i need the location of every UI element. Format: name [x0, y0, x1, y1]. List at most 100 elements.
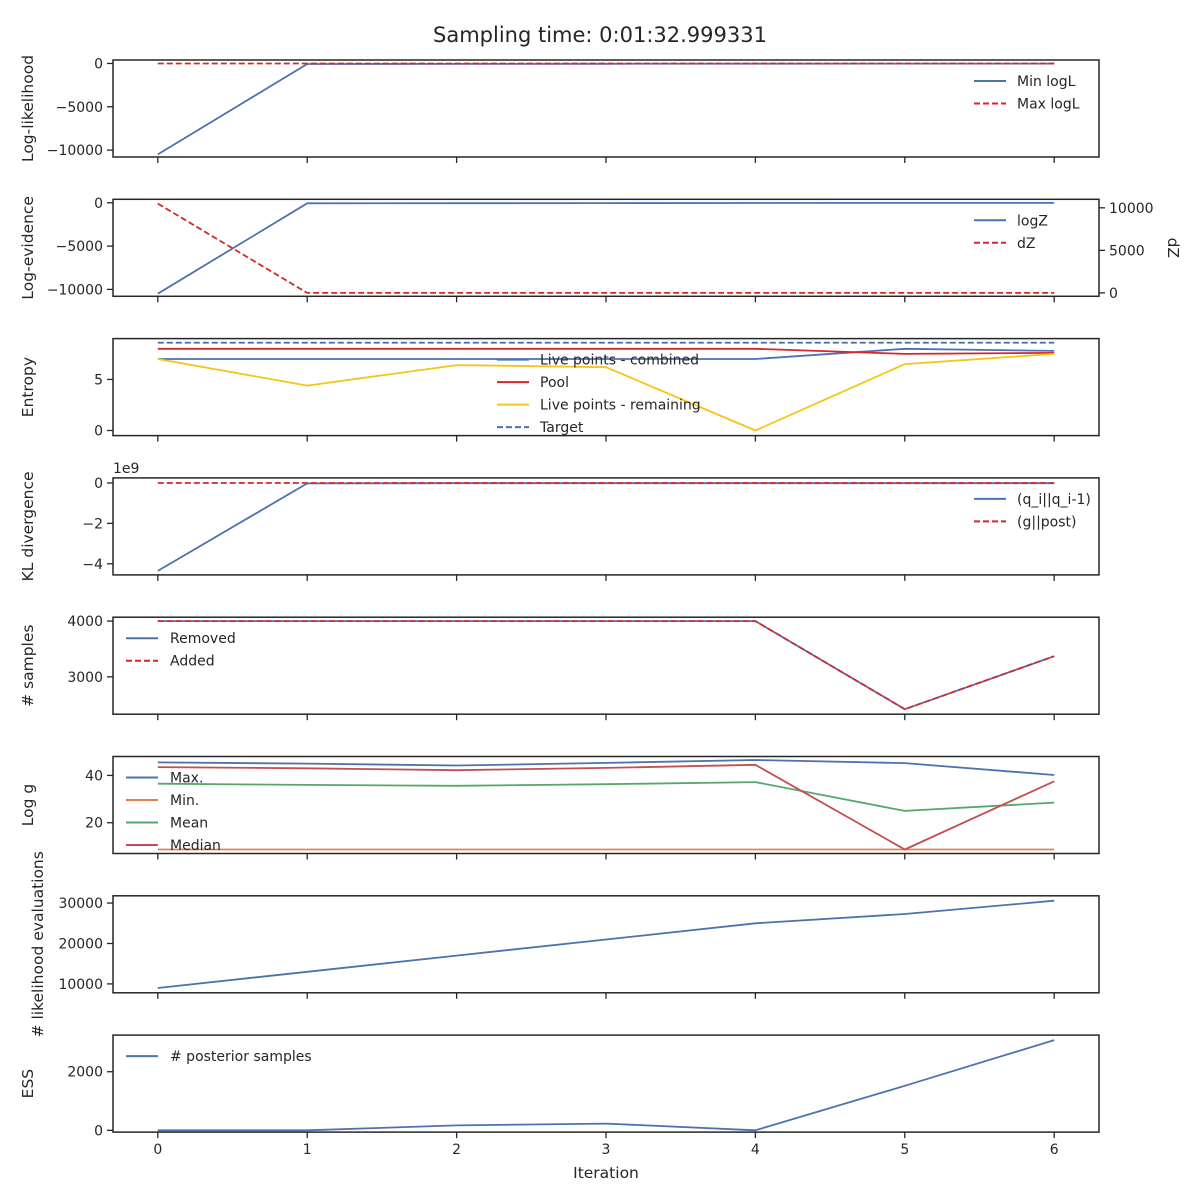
y-tick-label: −5000	[56, 239, 103, 255]
subplot-1: 0 −5000 −10000 Log-likelihood Min logL Max lo…	[19, 55, 1100, 163]
legend-label: Min logL	[1017, 74, 1076, 90]
legend-label: (g||post)	[1017, 514, 1076, 530]
y-tick-label: 0	[94, 423, 103, 439]
y-tick-label: −10000	[47, 143, 103, 159]
y-tick-label: 0	[94, 196, 103, 212]
series-group	[157, 482, 1055, 572]
series-line-4	[157, 763, 1055, 851]
subplot-2: 0 −5000 −10000 10000 5000 0 dZ Log-evidence logZ…	[19, 196, 1182, 303]
y-tick-label: 0	[94, 476, 103, 492]
subplot-4: 0 −2 −4 1e9 KL divergence (q_i||q_i-1) (g||pos…	[19, 461, 1100, 581]
subplot-7: 30000 20000 10000 # likelihood evaluations	[29, 851, 1100, 1037]
series-group	[157, 62, 1055, 156]
series-line-1	[157, 482, 1055, 572]
subplots: 0 −5000 −10000 Log-likelihood Min logL Max lo…	[19, 55, 1182, 1182]
series-group	[157, 201, 1055, 295]
y-axis-label: ESS	[19, 1069, 37, 1098]
x-tick-label: 2	[452, 1142, 461, 1158]
legend-label: # posterior samples	[170, 1049, 312, 1065]
axes-frame	[112, 616, 1100, 715]
series-line-1	[157, 1039, 1055, 1132]
subplot-6: 40 20 Log g Max. Min. Mean Median	[19, 755, 1100, 860]
y-tick-label: −5000	[56, 100, 103, 116]
axes-frame	[112, 59, 1100, 158]
subplot-5: 4000 3000 # samples Removed Added	[19, 614, 1100, 721]
series-group	[157, 899, 1055, 989]
legend: # posterior samples	[126, 1049, 312, 1065]
x-tick-label: 6	[1050, 1142, 1059, 1158]
y-tick-label: 20000	[58, 936, 103, 952]
legend-label: dZ	[1017, 236, 1035, 252]
y-axis-label-right: dZ	[1164, 238, 1182, 258]
x-tick-label: 4	[751, 1142, 760, 1158]
y-tick-label: −4	[82, 557, 103, 573]
y-tick-label: −10000	[47, 282, 103, 298]
series-line-1	[157, 201, 1055, 295]
series-line-2	[157, 620, 1055, 711]
legend: Removed Added	[126, 631, 236, 670]
legend: Live points - combined Pool Live points - …	[497, 353, 701, 436]
y-axis-label: KL divergence	[19, 471, 37, 581]
axes-frame	[112, 198, 1100, 298]
y-axis-label: Log-likelihood	[19, 55, 37, 162]
series-line-1	[157, 759, 1055, 776]
x-tick-label: 5	[900, 1142, 909, 1158]
y-axis-label: Log-evidence	[19, 196, 37, 300]
series-line-1	[157, 62, 1055, 156]
legend-label: Target	[539, 420, 584, 436]
y-tick-label: 20	[85, 816, 103, 832]
y-axis-label: Log g	[19, 784, 37, 826]
series-group	[157, 620, 1055, 711]
x-tick-label: 1	[303, 1142, 312, 1158]
axes-frame	[112, 477, 1100, 576]
y-axis-label: # samples	[19, 625, 37, 707]
series-line-3	[157, 353, 1055, 432]
legend-label: Live points - remaining	[540, 398, 701, 414]
legend-label: logZ	[1017, 213, 1048, 229]
legend-label: Max.	[170, 771, 203, 787]
y-tick-label: 5	[94, 372, 103, 388]
series-group	[157, 759, 1055, 851]
legend-label: Added	[170, 654, 215, 670]
y-tick-label: 40	[85, 768, 103, 784]
y-tick-label: 4000	[67, 614, 103, 630]
y-tick-label: −2	[82, 516, 103, 532]
y-tick-label: 30000	[58, 896, 103, 912]
series-line-2	[157, 202, 1055, 294]
legend: logZ dZ	[974, 213, 1048, 252]
legend-label: (q_i||q_i-1)	[1017, 492, 1091, 508]
legend-label: Mean	[170, 816, 208, 832]
y-tick-label: 10000	[58, 977, 103, 993]
y-tick-label-right: 5000	[1109, 243, 1145, 259]
legend-label: Min.	[170, 793, 199, 809]
y-axis-label: Entropy	[19, 357, 37, 417]
series-line-1	[157, 899, 1055, 989]
series-line-1	[157, 347, 1055, 360]
y-tick-label: 0	[94, 56, 103, 72]
y-tick-label: 0	[94, 1123, 103, 1139]
series-line-2	[157, 347, 1055, 355]
series-line-1	[157, 620, 1055, 711]
axis-offset-text: 1e9	[113, 461, 139, 477]
legend: Min logL Max logL	[974, 74, 1080, 113]
legend-label: Pool	[540, 375, 569, 391]
legend-label: Max logL	[1017, 97, 1080, 113]
series-group	[157, 341, 1055, 432]
series-line-3	[157, 781, 1055, 812]
figure-title: Sampling time: 0:01:32.999331	[433, 23, 767, 47]
subplot-8: 2000 0 ESS 0 1 2 3 4 5 6 Iteration # posterior samp…	[19, 1034, 1100, 1182]
x-tick-label: 0	[153, 1142, 162, 1158]
legend: (q_i||q_i-1) (g||post)	[974, 492, 1091, 530]
y-tick-label: 3000	[67, 670, 103, 686]
y-axis-label: # likelihood evaluations	[29, 851, 47, 1037]
y-tick-label: 2000	[67, 1065, 103, 1081]
x-tick-label: 3	[602, 1142, 611, 1158]
y-tick-label-right: 0	[1109, 286, 1118, 302]
y-tick-label-right: 10000	[1109, 201, 1154, 217]
legend-label: Live points - combined	[540, 353, 699, 369]
legend-label: Median	[170, 838, 221, 854]
x-axis-label: Iteration	[573, 1164, 639, 1182]
axes-frame	[112, 755, 1100, 855]
